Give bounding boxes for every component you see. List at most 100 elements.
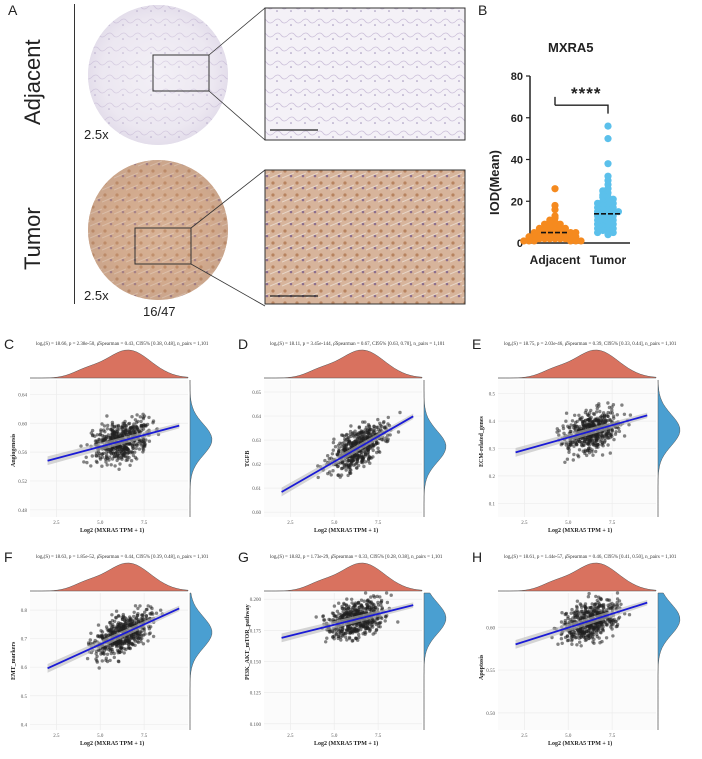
data-point [94, 652, 98, 656]
data-point [94, 451, 99, 455]
data-point [379, 600, 383, 605]
data-point [578, 602, 582, 606]
data-point [378, 427, 383, 431]
data-point [603, 420, 607, 424]
data-point [342, 601, 346, 606]
correlation-stats: logₑ(S) = 18.66, p = 2.38e-50, ρ̂Spearma… [36, 342, 209, 347]
correlation-stats: logₑ(S) = 18.63, p = 1.85e-52, ρ̂Spearma… [36, 555, 209, 560]
data-point [369, 427, 373, 432]
data-point [564, 419, 568, 423]
data-point [362, 620, 366, 624]
data-point [139, 419, 143, 424]
data-point [141, 618, 145, 623]
data-point [122, 647, 127, 651]
data-point [376, 600, 380, 605]
data-point [589, 437, 593, 441]
data-point [112, 455, 116, 459]
tumor-core-image [88, 160, 228, 300]
data-point [105, 427, 110, 431]
data-point [330, 452, 335, 456]
data-point [371, 594, 376, 598]
data-point [124, 447, 129, 451]
data-point [123, 619, 127, 623]
data-point [396, 620, 400, 624]
data-point [132, 620, 136, 625]
data-point [375, 617, 380, 621]
data-point [128, 618, 132, 623]
data-point [351, 630, 355, 634]
data-point [610, 429, 614, 433]
data-point [342, 465, 346, 470]
data-point [124, 636, 128, 641]
data-point [579, 614, 583, 619]
data-point [366, 459, 370, 463]
data-point [143, 443, 147, 447]
y-tick: 0.5 [21, 695, 28, 700]
chart-b-ytick: 60 [511, 113, 523, 125]
panel-b-label: B [478, 2, 488, 18]
data-point [151, 419, 156, 423]
data-point [94, 649, 99, 653]
correlation-stats: logₑ(S) = 18.61, p = 1.44e-57, ρ̂Spearma… [504, 555, 677, 560]
data-point [95, 660, 100, 664]
data-point [569, 635, 573, 640]
data-point [568, 426, 572, 430]
y-density [657, 592, 681, 730]
y-tick: 0.125 [250, 692, 262, 697]
data-point [560, 641, 564, 645]
data-point [129, 459, 134, 463]
data-point [89, 631, 93, 635]
y-tick: 0.62 [252, 463, 261, 468]
data-point [121, 614, 126, 619]
data-point [602, 440, 607, 444]
data-point [601, 602, 606, 607]
data-point [326, 454, 330, 458]
data-point [94, 459, 99, 463]
data-point [596, 436, 601, 440]
data-point [573, 614, 577, 618]
data-point [351, 433, 356, 437]
data-point [346, 458, 351, 463]
panel-label: C [4, 336, 15, 352]
data-point [560, 611, 564, 615]
data-point [592, 609, 597, 613]
data-point [110, 433, 115, 438]
x-tick: 5.0 [331, 734, 338, 739]
data-point [85, 656, 90, 661]
data-point [103, 645, 108, 649]
data-point [347, 604, 351, 608]
data-point [355, 628, 360, 633]
panel-label: D [238, 336, 249, 352]
data-point [594, 449, 598, 454]
data-point [325, 636, 329, 640]
data-point [105, 652, 110, 656]
data-point [136, 619, 141, 624]
data-point [374, 627, 379, 632]
data-point [567, 442, 571, 447]
data-point [147, 627, 152, 631]
data-point [346, 436, 350, 440]
scatter-plot: 2.5 5.0 7.5 0.50 0.55 0.60 [486, 562, 681, 739]
data-point [598, 421, 603, 425]
data-point [147, 415, 151, 420]
data-point [561, 424, 565, 428]
x-tick: 2.5 [53, 734, 60, 739]
data-point [107, 458, 111, 462]
y-tick: 0.65 [252, 391, 261, 396]
data-point [79, 444, 83, 448]
y-tick: 0.55 [486, 669, 495, 674]
data-point [338, 631, 342, 635]
data-point [590, 602, 594, 606]
data-point [133, 418, 138, 422]
data-point [328, 470, 332, 474]
x-density [30, 562, 189, 592]
regression-line [281, 415, 414, 493]
data-point [611, 634, 615, 638]
data-point [594, 445, 599, 449]
data-point [606, 603, 610, 607]
data-point [353, 627, 357, 631]
data-point [596, 431, 600, 436]
data-point [586, 595, 591, 599]
data-point [379, 603, 383, 608]
data-point [556, 235, 564, 243]
